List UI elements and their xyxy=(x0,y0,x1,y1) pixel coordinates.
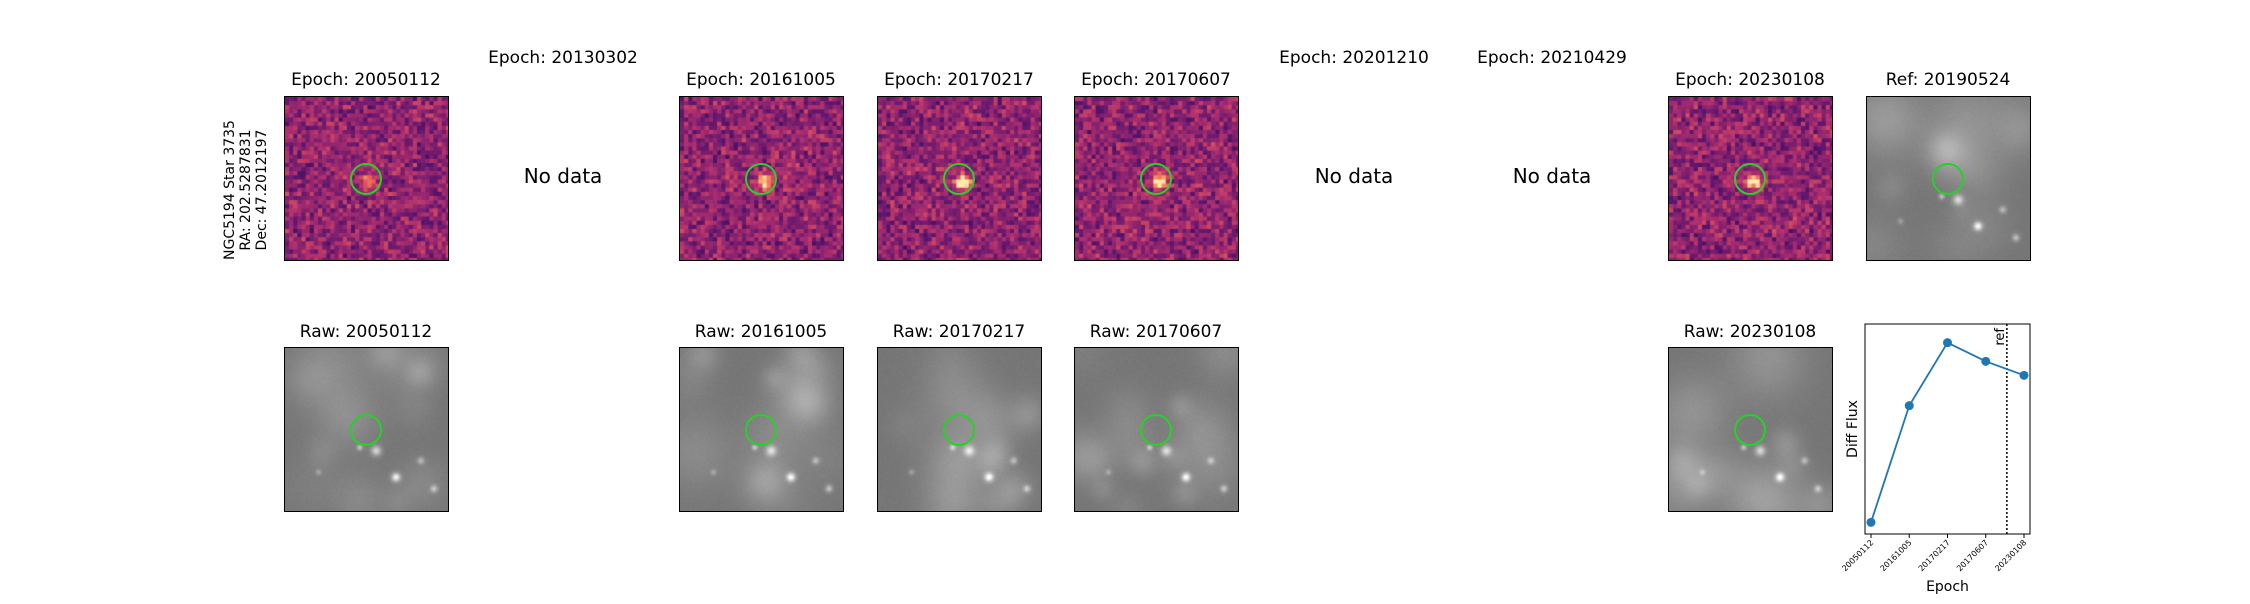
diff-flux-point xyxy=(1943,338,1952,348)
diff-panel xyxy=(1073,96,1239,261)
aperture-circle xyxy=(745,162,777,195)
x-tick-label: 20170607 xyxy=(1955,538,1990,573)
diff-panel xyxy=(1667,96,1833,261)
raw-panel-title: Raw: 20170217 xyxy=(892,322,1026,342)
x-tick-label: 20170217 xyxy=(1917,538,1952,573)
x-axis-label: Epoch xyxy=(1926,579,1969,595)
raw-panel xyxy=(876,347,1042,512)
diff-flux-point xyxy=(2019,370,2029,380)
aperture-circle xyxy=(1140,413,1172,446)
diff-panel-title: Epoch: 20161005 xyxy=(686,70,836,90)
diff-panel-title: Epoch: 20230108 xyxy=(1675,70,1825,90)
x-tick-label: 20161005 xyxy=(1879,538,1914,573)
diff-panel-title: Epoch: 20210429 xyxy=(1477,48,1627,68)
raw-panel-title: Raw: 20050112 xyxy=(299,322,433,342)
aperture-circle xyxy=(350,162,382,195)
diff-panel-title: Epoch: 20170217 xyxy=(884,70,1034,90)
diff-panel-title: Epoch: 20050112 xyxy=(291,70,441,90)
raw-panel xyxy=(1073,347,1239,512)
no-data-label: No data xyxy=(523,164,603,188)
ref-panel-title: Ref: 20190524 xyxy=(1885,70,2011,90)
ref-panel xyxy=(1865,96,2031,261)
star-ra: RA: 202.5287831 xyxy=(238,129,254,251)
raw-panel xyxy=(283,347,449,512)
star-info-label: NGC5194 Star 3735 RA: 202.5287831 Dec: 4… xyxy=(222,120,270,260)
diff-panel-title: Epoch: 20170607 xyxy=(1081,70,1231,90)
aperture-circle xyxy=(1734,162,1766,195)
star-dec: Dec: 47.2012197 xyxy=(254,129,270,251)
aperture-circle xyxy=(943,162,975,195)
x-tick-label: 20230108 xyxy=(1993,538,2028,573)
y-axis-label: Diff Flux xyxy=(1845,400,1861,458)
diff-panel-title: Epoch: 20201210 xyxy=(1279,48,1429,68)
aperture-circle xyxy=(943,413,975,446)
no-data-label: No data xyxy=(1512,164,1592,188)
raw-panel-title: Raw: 20170607 xyxy=(1089,322,1223,342)
aperture-circle xyxy=(1140,162,1172,195)
raw-panel xyxy=(678,347,844,512)
ref-marker-label: ref xyxy=(1993,328,2008,346)
star-name: NGC5194 Star 3735 xyxy=(222,120,238,260)
aperture-circle xyxy=(745,413,777,446)
diff-flux-point xyxy=(1904,401,1914,411)
no-data-label: No data xyxy=(1314,164,1394,188)
diff-flux-point xyxy=(1866,517,1876,527)
diff-panel xyxy=(876,96,1042,261)
raw-panel-title: Raw: 20161005 xyxy=(694,322,828,342)
x-tick-label: 20050112 xyxy=(1840,538,1875,573)
diff-panel xyxy=(678,96,844,261)
aperture-circle xyxy=(350,413,382,446)
diff-panel xyxy=(283,96,449,261)
light-curve-svg: ref 20050112 20161005 20170217 20170607 20230… xyxy=(1840,323,2031,595)
diff-panel-title: Epoch: 20130302 xyxy=(488,48,638,68)
raw-panel xyxy=(1667,347,1833,512)
diff-flux-point xyxy=(1981,356,1991,366)
aperture-circle xyxy=(1932,162,1964,195)
raw-panel-title: Raw: 20230108 xyxy=(1683,322,1817,342)
diff-flux-line xyxy=(1870,341,2025,523)
aperture-circle xyxy=(1734,413,1766,446)
plot-frame xyxy=(1864,323,2031,535)
light-curve-chart: ref 20050112 20161005 20170217 20170607 20230… xyxy=(1840,300,2100,600)
